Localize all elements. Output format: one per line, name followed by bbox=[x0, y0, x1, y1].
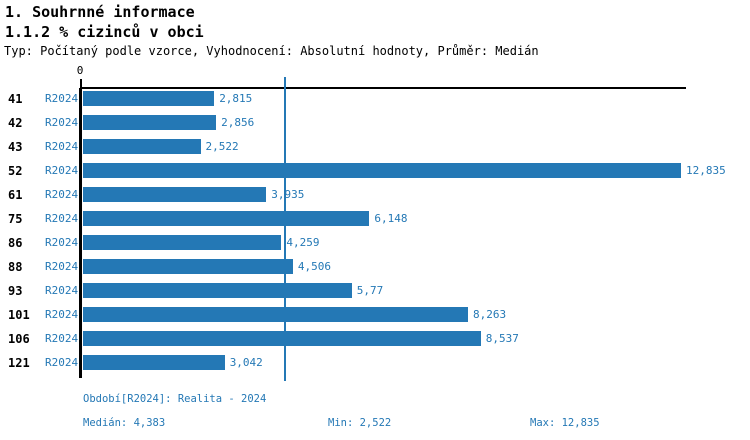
bar-value-label: 2,856 bbox=[221, 116, 255, 129]
category-label: 101 bbox=[8, 308, 30, 322]
bar-value-label: 8,263 bbox=[473, 308, 507, 321]
series-period-label: R2024 bbox=[45, 140, 79, 153]
category-label: 42 bbox=[8, 116, 23, 130]
bar bbox=[83, 211, 370, 226]
bar-value-label: 4,506 bbox=[297, 260, 332, 273]
series-period-label: R2024 bbox=[45, 212, 79, 225]
series-period-label: R2024 bbox=[45, 188, 79, 201]
period-legend: Období[R2024]: Realita - 2024 bbox=[83, 393, 267, 405]
bar bbox=[83, 259, 293, 274]
median-stat: Medián: 4,383 bbox=[83, 417, 166, 429]
bar bbox=[83, 331, 481, 346]
bar-value-label: 6,148 bbox=[374, 212, 408, 225]
series-period-label: R2024 bbox=[45, 284, 79, 297]
category-label: 93 bbox=[8, 284, 23, 298]
bar bbox=[83, 187, 267, 202]
bar bbox=[83, 115, 217, 130]
bar bbox=[83, 307, 468, 322]
bar-value-label: 2,815 bbox=[219, 92, 253, 105]
bar bbox=[83, 163, 681, 178]
indicator-title: 1.1.2 % cizinců v obci bbox=[5, 23, 204, 41]
bar-value-label: 4,259 bbox=[286, 236, 320, 249]
category-label: 86 bbox=[8, 236, 23, 250]
category-label: 43 bbox=[8, 140, 23, 154]
series-period-label: R2024 bbox=[45, 356, 79, 369]
series-period-label: R2024 bbox=[45, 92, 79, 105]
bar-value-label: 8,537 bbox=[485, 332, 519, 345]
x-axis-line bbox=[80, 87, 686, 89]
median-gridline bbox=[284, 77, 286, 381]
bar-value-label: 3,935 bbox=[271, 188, 305, 201]
x-axis-zero-label: 0 bbox=[76, 64, 84, 77]
series-period-label: R2024 bbox=[45, 116, 79, 129]
bar bbox=[83, 283, 352, 298]
category-label: 52 bbox=[8, 164, 23, 178]
category-label: 106 bbox=[8, 332, 30, 346]
bar bbox=[83, 139, 201, 154]
bar-value-label: 2,522 bbox=[205, 140, 239, 153]
bar bbox=[83, 235, 282, 250]
bar bbox=[83, 91, 215, 106]
series-period-label: R2024 bbox=[45, 236, 79, 249]
series-period-label: R2024 bbox=[45, 332, 79, 345]
category-label: 88 bbox=[8, 260, 23, 274]
x-axis-zero-tick bbox=[80, 79, 82, 88]
category-label: 61 bbox=[8, 188, 23, 202]
indicator-meta: Typ: Počítaný podle vzorce, Vyhodnocení:… bbox=[4, 44, 539, 58]
bar bbox=[83, 355, 225, 370]
bar-value-label: 12,835 bbox=[686, 164, 726, 177]
series-period-label: R2024 bbox=[45, 164, 79, 177]
category-label: 75 bbox=[8, 212, 23, 226]
y-axis-line bbox=[79, 88, 82, 378]
min-stat: Min: 2,522 bbox=[328, 417, 392, 429]
section-title: 1. Souhrnné informace bbox=[5, 3, 195, 21]
series-period-label: R2024 bbox=[45, 308, 79, 321]
category-label: 41 bbox=[8, 92, 23, 106]
bar-value-label: 5,77 bbox=[356, 284, 384, 297]
series-period-label: R2024 bbox=[45, 260, 79, 273]
category-label: 121 bbox=[8, 356, 30, 370]
max-stat: Max: 12,835 bbox=[530, 417, 600, 429]
bar-value-label: 3,042 bbox=[229, 356, 263, 369]
